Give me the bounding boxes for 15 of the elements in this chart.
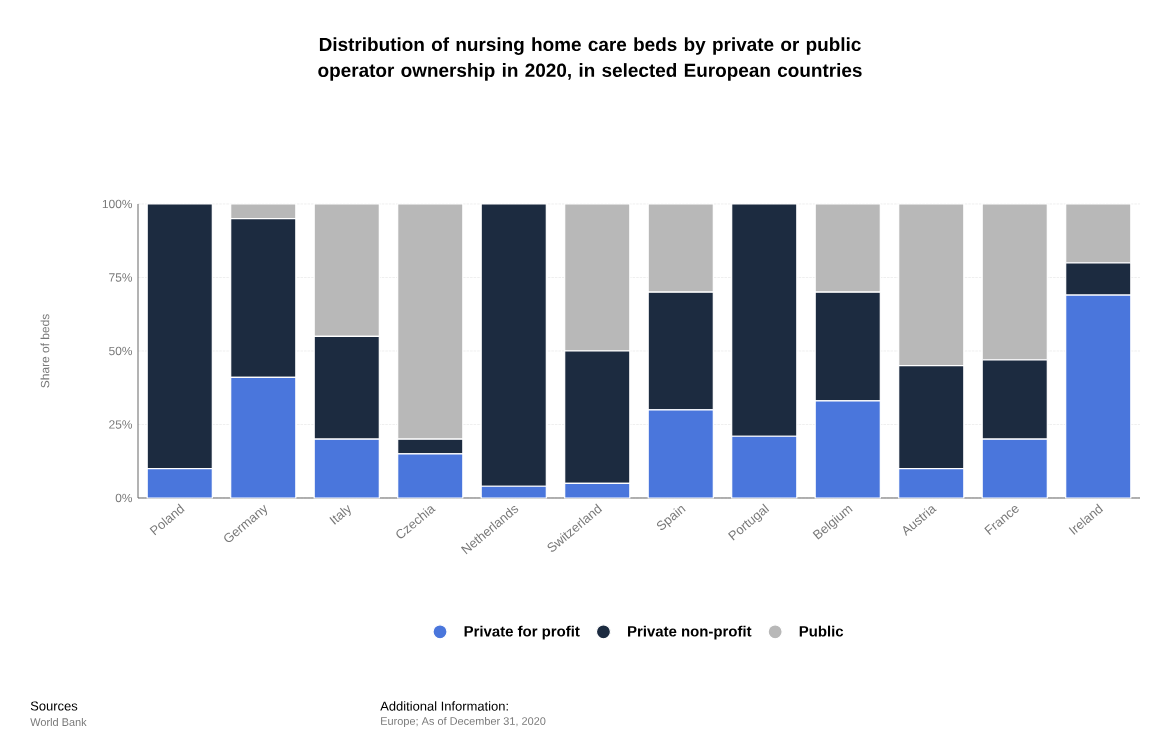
- legend-label: Private for profit: [464, 625, 580, 640]
- y-tick-label: 25%: [109, 420, 133, 429]
- text: World Bank: [30, 717, 87, 727]
- x-tick-label: Italy: [329, 504, 351, 525]
- y-tick-label: 100%: [102, 199, 133, 209]
- text: Europe; As of December 31, 2020: [381, 716, 546, 728]
- legend-label: Public: [799, 625, 844, 637]
- y-axis-title: Share of beds: [40, 314, 50, 388]
- y-tick-label: 50%: [109, 346, 133, 356]
- y-tick-label: 75%: [109, 273, 133, 282]
- legend-label: Private non-profit: [628, 625, 752, 640]
- text: Sources: [30, 701, 78, 711]
- text: Additional Information:: [380, 701, 508, 711]
- chart-title: Distribution of nursing home care beds by private or public operator ownership in 2020, in selected European countries: [318, 37, 862, 81]
- y-tick-label: 0%: [115, 493, 133, 503]
